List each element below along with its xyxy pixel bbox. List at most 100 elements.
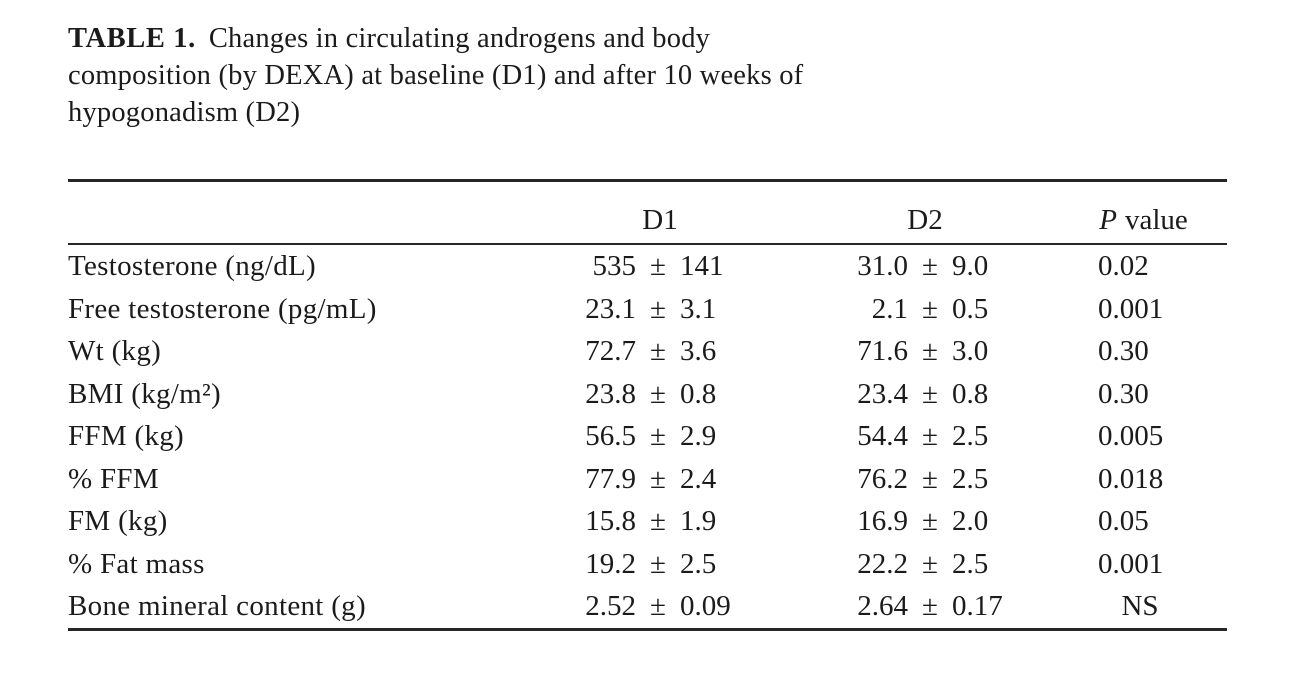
plus-minus-sign: ± <box>922 292 938 325</box>
d1-sd: 2.9 <box>680 420 717 452</box>
d1-cell: 56.5 ±2.9 <box>530 415 790 458</box>
plus-minus-sign: ± <box>650 420 666 452</box>
p-cell: 0.30 <box>1060 373 1227 416</box>
table-row: % Fat mass 19.2 ±2.5 22.2 ±2.5 0.001 <box>68 543 1227 586</box>
d2-mean: 22.2 <box>857 547 908 580</box>
d2-sd: 2.5 <box>952 420 989 452</box>
table-row: FM (kg) 15.8 ±1.9 16.9 ±2.0 0.05 <box>68 500 1227 543</box>
plus-minus-sign: ± <box>650 250 666 282</box>
d2-mean: 2.1 <box>871 292 908 325</box>
p-cell: 0.001 <box>1060 288 1227 331</box>
header-d1: D1 <box>642 204 678 236</box>
d2-mean: 23.4 <box>857 377 908 410</box>
d1-sd: 141 <box>680 250 724 282</box>
d2-cell: 23.4 ±0.8 <box>790 373 1060 416</box>
plus-minus-sign: ± <box>650 377 666 410</box>
d1-mean: 72.7 <box>585 335 636 367</box>
d1-mean: 2.52 <box>585 590 636 622</box>
d1-sd: 0.09 <box>680 590 731 622</box>
d2-mean: 76.2 <box>857 462 908 495</box>
d2-mean: 31.0 <box>857 250 908 282</box>
table-row: BMI (kg/m²) 23.8 ±0.8 23.4 ±0.8 0.30 <box>68 373 1227 416</box>
plus-minus-sign: ± <box>922 547 938 580</box>
header-d2: D2 <box>907 204 943 236</box>
p-cell: 0.018 <box>1060 458 1227 501</box>
plus-minus-sign: ± <box>922 462 938 495</box>
row-label: FFM (kg) <box>68 420 185 452</box>
p-value: 0.018 <box>1098 462 1164 495</box>
d1-cell: 15.8 ±1.9 <box>530 500 790 543</box>
table-row: Testosterone (ng/dL) 535 ±141 31.0 ±9.0 0.… <box>68 245 1227 288</box>
plus-minus-sign: ± <box>650 590 666 622</box>
d2-cell: 31.0 ±9.0 <box>790 245 1060 288</box>
d2-cell: 71.6 ±3.0 <box>790 330 1060 373</box>
plus-minus-sign: ± <box>922 335 938 367</box>
p-value: 0.05 <box>1098 505 1149 537</box>
d1-mean: 23.1 <box>585 292 636 325</box>
p-cell: 0.001 <box>1060 543 1227 586</box>
plus-minus-sign: ± <box>922 590 938 622</box>
d1-sd: 3.1 <box>680 292 717 325</box>
row-label: % FFM <box>68 462 159 495</box>
d1-sd: 1.9 <box>680 505 717 537</box>
d1-cell: 23.8 ±0.8 <box>530 373 790 416</box>
rule-mid <box>68 243 1227 245</box>
plus-minus-sign: ± <box>922 420 938 452</box>
header-p-suffix: value <box>1124 204 1188 236</box>
d2-sd: 2.0 <box>952 505 989 537</box>
d1-cell: 19.2 ±2.5 <box>530 543 790 586</box>
p-cell: NS <box>1060 585 1227 628</box>
table-row: Bone mineral content (g) 2.52 ±0.09 2.64 ±… <box>68 585 1227 628</box>
d1-mean: 77.9 <box>585 462 636 495</box>
plus-minus-sign: ± <box>650 462 666 495</box>
d1-mean: 23.8 <box>585 377 636 410</box>
d2-mean: 71.6 <box>857 335 908 367</box>
row-label: Free testosterone (pg/mL) <box>68 292 377 325</box>
plus-minus-sign: ± <box>650 335 666 367</box>
caption-line-3: hypogonadism (D2) <box>68 97 301 128</box>
p-cell: 0.30 <box>1060 330 1227 373</box>
p-cell: 0.02 <box>1060 245 1227 288</box>
d2-mean: 16.9 <box>857 505 908 537</box>
caption-text-1: Changes in circulating androgens and bod… <box>208 23 711 54</box>
d1-sd: 2.5 <box>680 547 717 580</box>
d2-cell: 54.4 ±2.5 <box>790 415 1060 458</box>
d1-cell: 23.1 ±3.1 <box>530 288 790 331</box>
p-value: 0.02 <box>1098 250 1149 282</box>
d2-cell: 2.1 ±0.5 <box>790 288 1060 331</box>
d2-sd: 2.5 <box>952 462 989 495</box>
d2-cell: 22.2 ±2.5 <box>790 543 1060 586</box>
d2-sd: 0.5 <box>952 292 989 325</box>
table-caption: TABLE 1. Changes in circulating androgens… <box>68 20 803 131</box>
table-row: % FFM 77.9 ±2.4 76.2 ±2.5 0.018 <box>68 458 1227 501</box>
d1-cell: 535 ±141 <box>530 245 790 288</box>
p-value: 0.30 <box>1098 335 1149 367</box>
d1-sd: 3.6 <box>680 335 717 367</box>
caption-line-1: TABLE 1. Changes in circulating androgens… <box>68 20 803 57</box>
d1-mean: 56.5 <box>585 420 636 452</box>
d1-sd: 2.4 <box>680 462 717 495</box>
d1-cell: 72.7 ±3.6 <box>530 330 790 373</box>
row-label: Bone mineral content (g) <box>68 590 366 622</box>
plus-minus-sign: ± <box>922 377 938 410</box>
d1-mean: 535 <box>592 250 637 282</box>
row-label: % Fat mass <box>68 547 205 580</box>
p-value: 0.001 <box>1098 547 1164 580</box>
table-row: Free testosterone (pg/mL) 23.1 ±3.1 2.1 ±0… <box>68 288 1227 331</box>
p-cell: 0.005 <box>1060 415 1227 458</box>
p-value: NS <box>1121 590 1159 622</box>
d1-cell: 77.9 ±2.4 <box>530 458 790 501</box>
d2-cell: 16.9 ±2.0 <box>790 500 1060 543</box>
table-body: Testosterone (ng/dL) 535 ±141 31.0 ±9.0 0.… <box>68 245 1227 628</box>
plus-minus-sign: ± <box>650 505 666 537</box>
plus-minus-sign: ± <box>650 292 666 325</box>
d2-sd: 0.17 <box>952 590 1003 622</box>
d1-cell: 2.52 ±0.09 <box>530 585 790 628</box>
d2-sd: 0.8 <box>952 377 989 410</box>
d2-sd: 9.0 <box>952 250 989 282</box>
rule-top <box>68 179 1227 182</box>
d1-sd: 0.8 <box>680 377 717 410</box>
d2-cell: 76.2 ±2.5 <box>790 458 1060 501</box>
